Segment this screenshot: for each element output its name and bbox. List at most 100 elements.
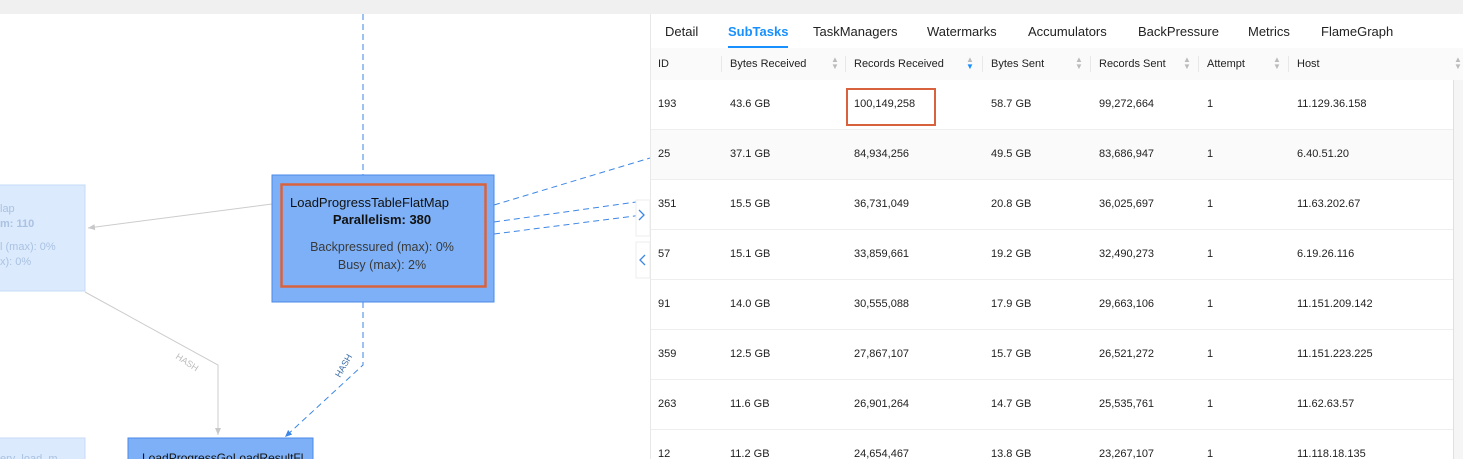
table-cell: 11.118.18.135	[1297, 448, 1366, 459]
column-header[interactable]: Attempt	[1207, 58, 1245, 70]
table-row[interactable]: 57 15.1 GB 33,859,661 19.2 GB 32,490,273 1 6.1…	[651, 230, 1453, 280]
table-row[interactable]: 25 37.1 GB 84,934,256 49.5 GB 83,686,947 1 6.4…	[651, 130, 1453, 180]
column-header[interactable]: Records Received	[854, 58, 944, 70]
table-cell: 1	[1207, 348, 1214, 360]
tab[interactable]: Metrics	[1248, 24, 1290, 39]
table-cell: 359	[658, 348, 677, 360]
highlight-box	[846, 88, 936, 126]
sort-icon[interactable]: ▲ ▼	[966, 55, 974, 71]
table-cell: 351	[658, 198, 677, 210]
table-cell: 23,267,107	[1099, 448, 1155, 459]
edge-label: HASH	[174, 351, 200, 373]
node[interactable]	[0, 184, 86, 292]
expand-button[interactable]	[635, 199, 650, 237]
table-cell: 11.129.36.158	[1297, 98, 1367, 110]
table-cell: 14.0 GB	[730, 298, 771, 310]
table-cell: 11.6 GB	[730, 398, 770, 410]
edges	[84, 14, 650, 438]
table-cell: 26,521,272	[1099, 348, 1155, 360]
table-cell: 11.151.223.225	[1297, 348, 1373, 360]
table-row[interactable]: 359 12.5 GB 27,867,107 15.7 GB 26,521,272 1 11…	[651, 330, 1453, 380]
chevron	[638, 209, 645, 221]
table-cell: 57	[658, 248, 671, 260]
table-cell: 36,025,697	[1099, 198, 1155, 210]
table-cell: 43.6 GB	[730, 98, 771, 110]
tab[interactable]: BackPressure	[1138, 24, 1219, 39]
table-cell: 29,663,106	[1099, 298, 1155, 310]
table-row[interactable]: 91 14.0 GB 30,555,088 17.9 GB 29,663,106 1 11.…	[651, 280, 1453, 330]
table-cell: 32,490,273	[1099, 248, 1155, 260]
table-cell: 30,555,088	[854, 298, 910, 310]
table-cell: 12	[658, 448, 671, 459]
sort-icon[interactable]: ▲ ▼	[831, 55, 839, 71]
tab[interactable]: FlameGraph	[1321, 24, 1394, 39]
table-row[interactable]: 12 11.2 GB 24,654,467 13.8 GB 23,267,107 1 11.…	[651, 430, 1453, 459]
table-cell: 27,867,107	[854, 348, 910, 360]
node-text: l (max): 0%	[0, 241, 56, 253]
column-separator	[1090, 56, 1091, 72]
column-separator	[1288, 56, 1289, 72]
table-cell: 58.7 GB	[991, 98, 1032, 110]
tab[interactable]: Accumulators	[1028, 24, 1107, 39]
table-cell: 24,654,467	[854, 448, 910, 459]
table-cell: 26,901,264	[854, 398, 910, 410]
highlight-box	[280, 183, 487, 288]
table-cell: 1	[1207, 148, 1214, 160]
node-text: m: 110	[0, 218, 34, 230]
table-cell: 83,686,947	[1099, 148, 1155, 160]
chevron	[639, 254, 646, 266]
node-text: Busy (max): 2%	[338, 258, 426, 272]
table-cell: 11.63.202.67	[1297, 198, 1361, 210]
table-cell: 13.8 GB	[991, 448, 1032, 459]
column-separator	[845, 56, 846, 72]
table-cell: 19.2 GB	[991, 248, 1032, 260]
table-cell: 37.1 GB	[730, 148, 771, 160]
detail-panel: Detail SubTasks TaskManagers Watermarks Accu…	[650, 14, 1463, 459]
tab[interactable]: Detail	[665, 24, 699, 39]
table-row[interactable]: 351 15.5 GB 36,731,049 20.8 GB 36,025,697 1 11…	[651, 180, 1453, 230]
node-text: x): 0%	[0, 256, 31, 268]
node[interactable]	[127, 437, 314, 459]
node[interactable]	[271, 174, 495, 303]
collapse-button[interactable]	[635, 241, 650, 279]
table-cell: 11.2 GB	[730, 448, 770, 459]
table-cell: 91	[658, 298, 671, 310]
scrollbar	[1453, 80, 1463, 459]
table-row[interactable]: 193 43.6 GB 100,149,258 58.7 GB 99,272,664 1 1…	[651, 80, 1453, 130]
tab[interactable]: TaskManagers	[813, 24, 898, 39]
table-cell: 100,149,258	[854, 98, 916, 110]
table-cell: 193	[658, 98, 677, 110]
table-cell: 17.9 GB	[991, 298, 1032, 310]
table-cell: 49.5 GB	[991, 148, 1032, 160]
table-cell: 25,535,761	[1099, 398, 1155, 410]
table-cell: 11.62.63.57	[1297, 398, 1355, 410]
column-header[interactable]: ID	[658, 58, 669, 70]
column-header[interactable]: Bytes Received	[730, 58, 807, 70]
tab[interactable]: SubTasks	[728, 24, 789, 39]
table-cell: 1	[1207, 448, 1214, 459]
edge	[493, 157, 650, 206]
node-text: ery_load_m	[0, 453, 57, 459]
edge	[87, 203, 273, 231]
tab[interactable]: Watermarks	[927, 24, 997, 39]
sort-icon[interactable]: ▲ ▼	[1075, 55, 1083, 71]
tab-underline	[728, 46, 788, 48]
table-cell: 84,934,256	[854, 148, 910, 160]
table-cell: 1	[1207, 398, 1214, 410]
sort-icon[interactable]: ▲ ▼	[1183, 55, 1191, 71]
table-cell: 25	[658, 148, 671, 160]
table-cell: 12.5 GB	[730, 348, 771, 360]
column-header[interactable]: Records Sent	[1099, 58, 1166, 70]
column-header[interactable]: Bytes Sent	[991, 58, 1045, 70]
node[interactable]	[0, 437, 86, 459]
table-header: ID Bytes Received ▲ ▼ Records Received ▲ ▼ Byte…	[651, 48, 1463, 81]
sort-icon[interactable]: ▲ ▼	[1273, 55, 1281, 71]
table-cell: 1	[1207, 98, 1214, 110]
column-header[interactable]: Host	[1297, 58, 1320, 70]
table-cell: 20.8 GB	[991, 198, 1032, 210]
sort-icon[interactable]: ▲ ▼	[1454, 55, 1462, 71]
table-cell: 1	[1207, 298, 1214, 310]
table-row[interactable]: 263 11.6 GB 26,901,264 14.7 GB 25,535,761 1 11…	[651, 380, 1453, 430]
job-graph: HASH HASH lap m: 110 l (max): 0% x): 0% …	[0, 14, 650, 459]
